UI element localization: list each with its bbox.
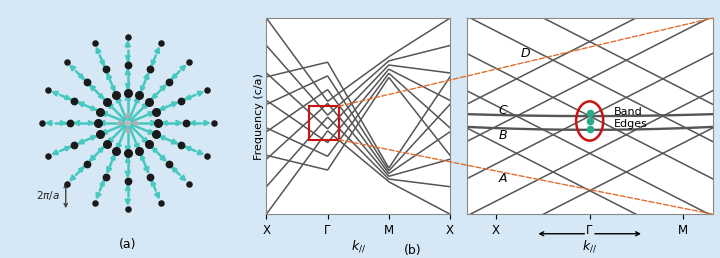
X-axis label: $k_{//}$: $k_{//}$ — [582, 238, 598, 254]
Text: C: C — [498, 104, 508, 117]
Text: D: D — [521, 47, 531, 60]
X-axis label: $k_{//}$: $k_{//}$ — [351, 238, 366, 254]
Text: (a): (a) — [119, 238, 137, 251]
Text: $2\pi/a$: $2\pi/a$ — [36, 189, 60, 202]
Text: Band
Edges: Band Edges — [614, 107, 648, 129]
Y-axis label: Frequency (c/a): Frequency (c/a) — [253, 73, 264, 159]
Text: A: A — [498, 172, 507, 185]
Text: (b): (b) — [404, 244, 421, 257]
Bar — [310, 106, 338, 140]
Text: B: B — [498, 129, 507, 142]
